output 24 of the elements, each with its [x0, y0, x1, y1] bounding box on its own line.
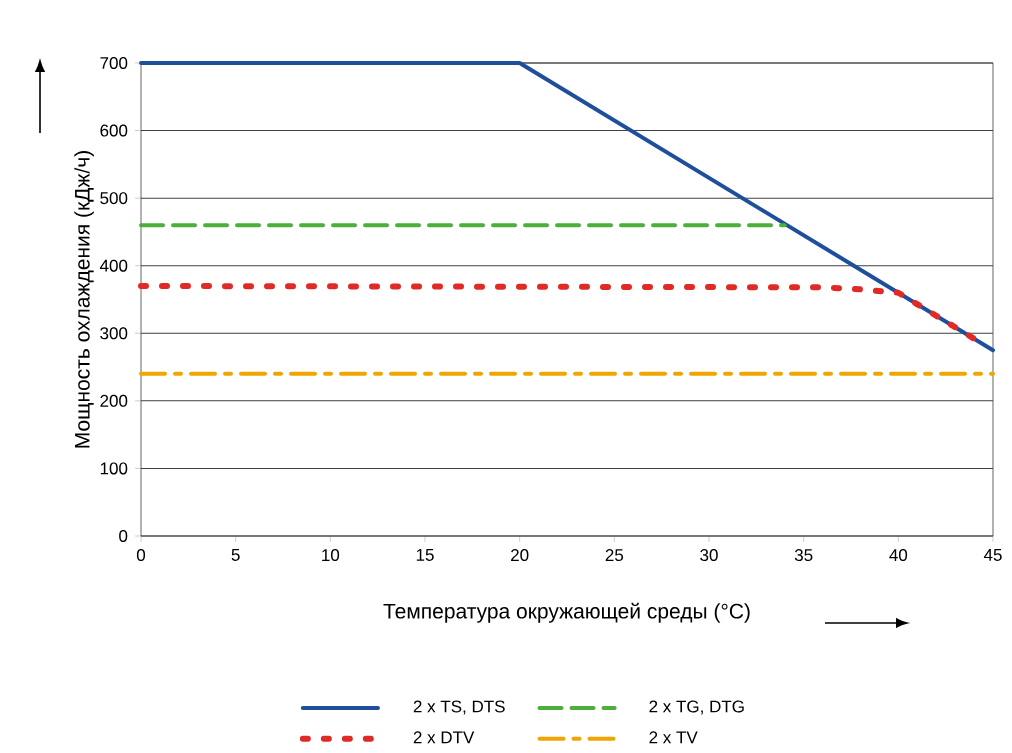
x-tick-label: 15: [416, 549, 434, 561]
y-tick-label: 0: [119, 529, 128, 542]
y-tick-label: 600: [100, 124, 128, 137]
y-axis-title: Мощность охлаждения (кДж/ч): [74, 151, 94, 448]
legend-label: 2 x TG, DTG: [649, 700, 744, 715]
x-axis-title: Температура окружающей среды (°C): [383, 602, 750, 623]
x-tick-label: 5: [231, 549, 240, 561]
x-tick-label: 20: [511, 549, 529, 562]
x-tick-label: 45: [983, 549, 1002, 561]
x-tick-label: 30: [700, 549, 718, 562]
x-tick-label: 10: [322, 549, 340, 562]
x-tick-label: 40: [889, 549, 908, 562]
y-tick-label: 100: [100, 462, 128, 475]
x-tick-label: 0: [136, 549, 146, 562]
legend-label: 2 x TV: [649, 731, 698, 744]
y-tick-label: 300: [100, 327, 128, 340]
y-tick-label: 400: [99, 259, 128, 272]
x-tick-label: 35: [794, 549, 813, 562]
x-tick-label: 25: [605, 549, 624, 562]
y-tick-label: 700: [100, 57, 128, 70]
legend-label: 2 x DTV: [413, 731, 475, 744]
y-tick-label: 500: [100, 192, 128, 205]
legend-label: 2 x TS, DTS: [413, 700, 505, 715]
y-tick-label: 200: [100, 394, 128, 407]
